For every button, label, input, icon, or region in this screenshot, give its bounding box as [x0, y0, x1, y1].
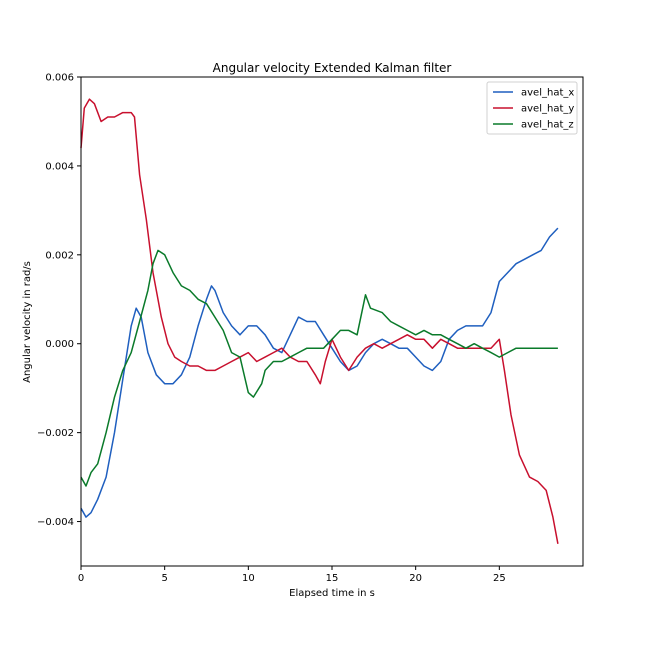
chart-title: Angular velocity Extended Kalman filter [213, 61, 452, 75]
x-tick-label: 5 [161, 573, 167, 584]
x-tick-label: 25 [493, 573, 506, 584]
y-tick-label: 0.004 [45, 161, 74, 172]
x-axis: 0 5 10 15 20 25 [78, 566, 506, 584]
y-axis-label: Angular velocity in rad/s [22, 261, 33, 383]
x-tick-label: 10 [242, 573, 255, 584]
legend-label: avel_hat_y [521, 104, 574, 115]
y-tick-label: −0.004 [37, 517, 74, 528]
legend-box [486, 81, 578, 135]
series-line-avel_hat_z [80, 249, 558, 487]
y-tick-label: 0.006 [45, 73, 74, 84]
x-tick-label: 0 [78, 573, 84, 584]
legend-label: avel_hat_z [521, 120, 574, 131]
y-tick-label: −0.002 [37, 428, 74, 439]
x-tick-label: 20 [409, 573, 422, 584]
series-line-avel_hat_y [80, 98, 559, 544]
y-axis: −0.004 −0.002 0.000 0.002 0.004 0.006 [37, 73, 81, 528]
x-axis-label: Elapsed time in s [289, 588, 375, 599]
y-tick-label: 0.002 [45, 250, 74, 261]
legend: avel_hat_x avel_hat_y avel_hat_z [486, 81, 578, 135]
series-line-avel_hat_x [80, 227, 559, 518]
plot-area [80, 98, 559, 544]
y-tick-label: 0.000 [45, 339, 74, 350]
legend-label: avel_hat_x [521, 88, 574, 99]
x-tick-label: 15 [326, 573, 339, 584]
